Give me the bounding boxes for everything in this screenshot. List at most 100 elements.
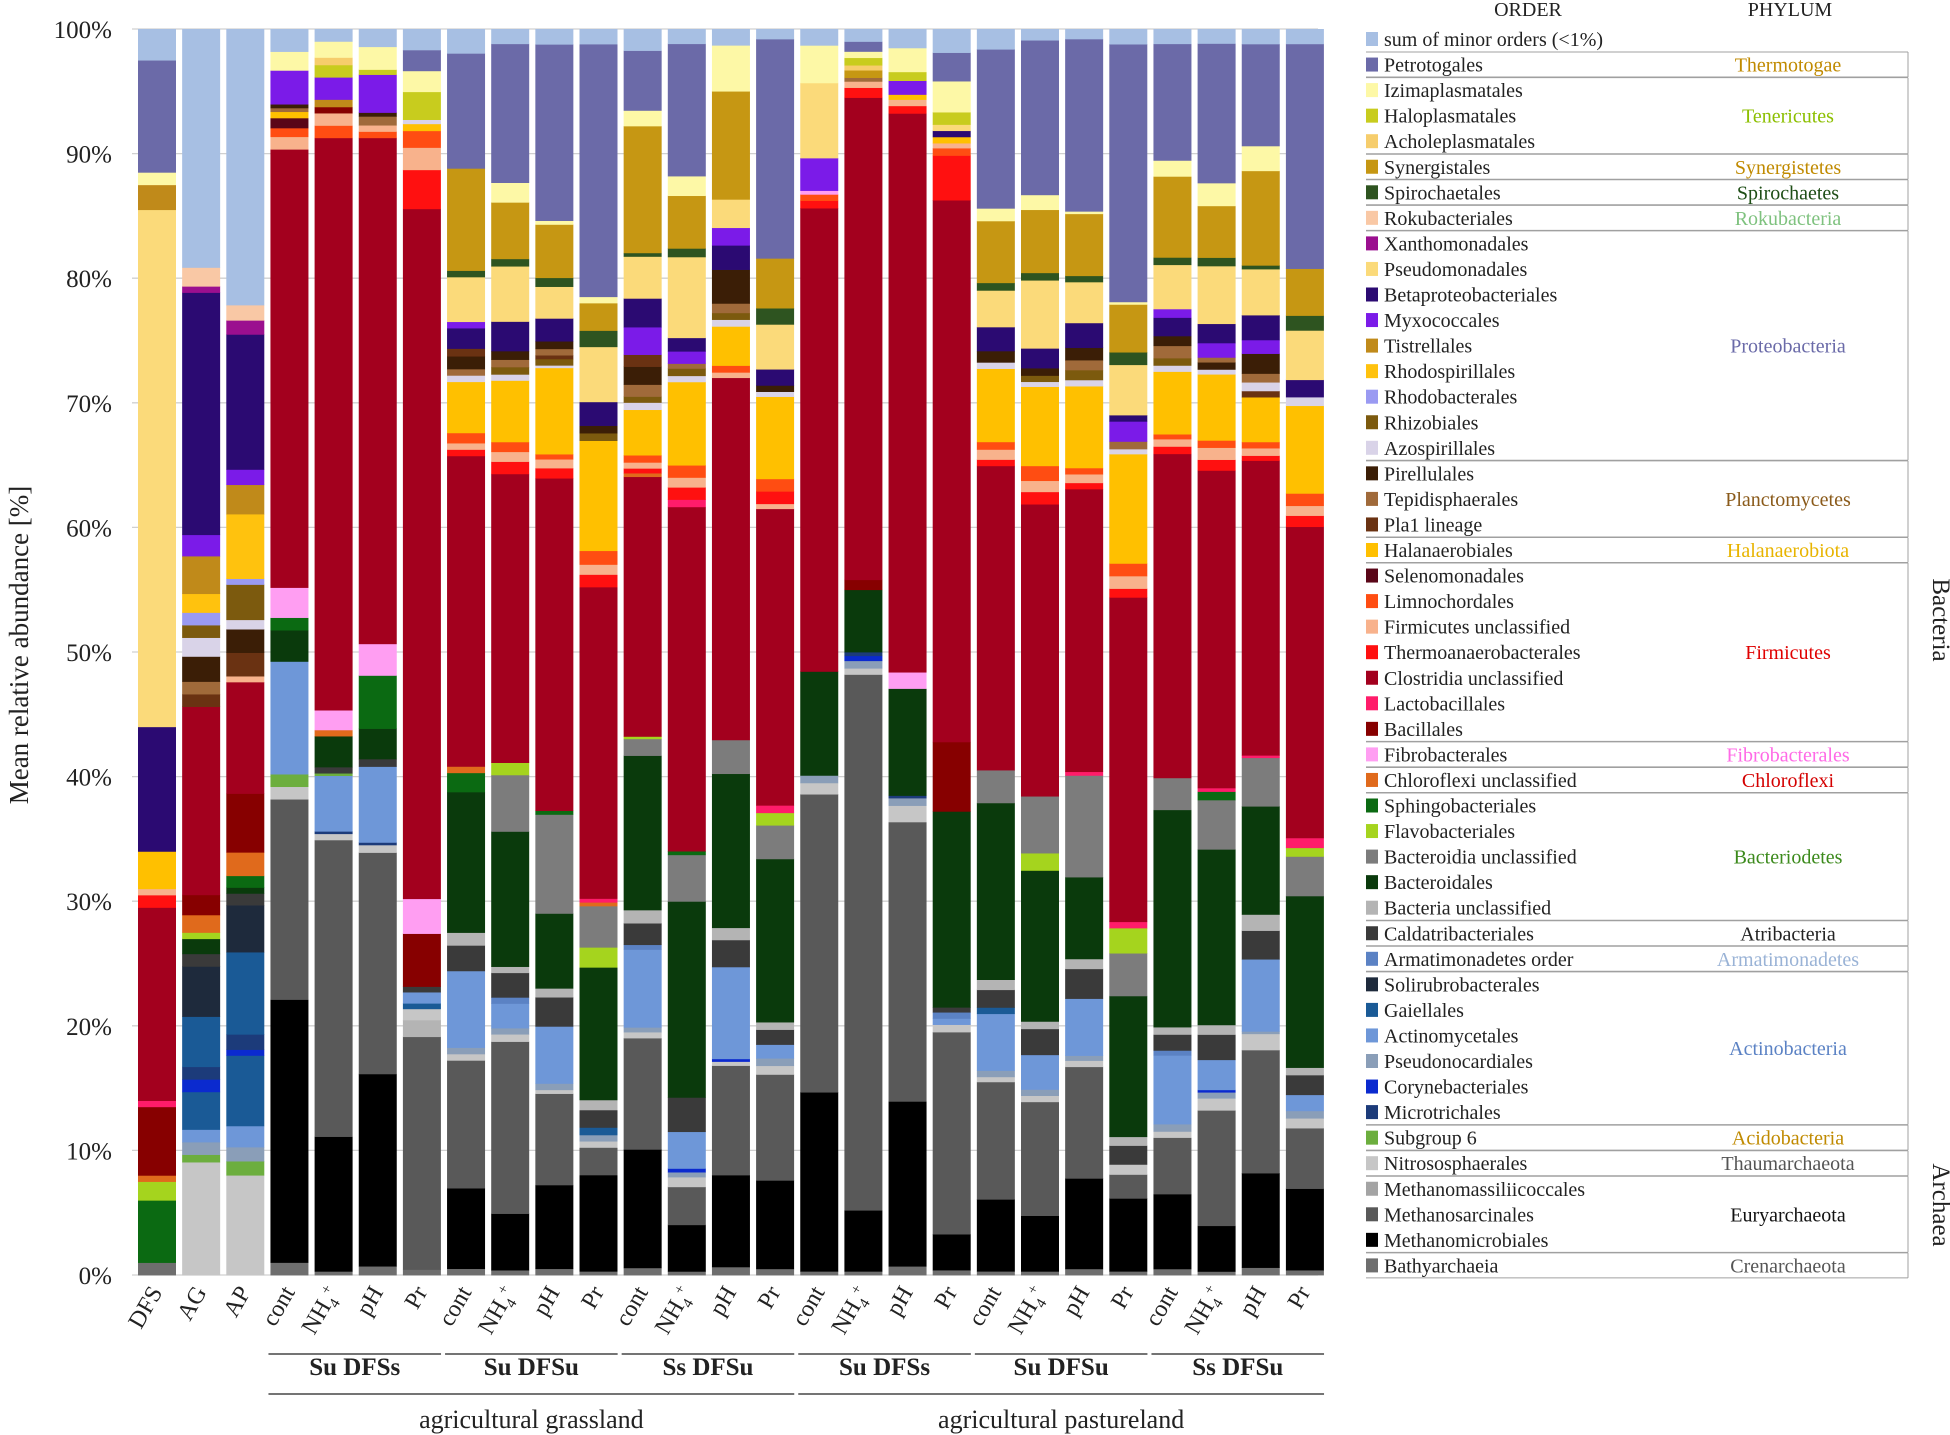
legend-label: Xanthomonadales xyxy=(1384,233,1529,255)
bar-segment-sum-of-minor-orders-1- xyxy=(579,29,618,45)
bar-segment-bacteria-unclassified xyxy=(1285,1067,1324,1076)
bar-segment-izimaplasmatales xyxy=(932,81,971,113)
bar-segment-synergistales xyxy=(1065,213,1104,277)
bar-segment-limnochordales xyxy=(1065,467,1104,475)
bar-segment-pla1-lineage xyxy=(1241,390,1280,398)
bar-segment-petrotogales xyxy=(1021,40,1059,196)
bar-segment-azospirillales xyxy=(623,402,662,411)
bar-segment-bacteroidia-unclassified xyxy=(579,905,618,948)
y-tick-label: 30% xyxy=(66,889,112,916)
bar-segment-pirellulales xyxy=(270,104,309,109)
bar-segment-betaproteobacteriales xyxy=(1241,315,1280,341)
bar-segment-betaproteobacteriales xyxy=(1021,348,1059,369)
legend-swatch xyxy=(1366,313,1378,328)
bar-segment-sum-of-minor-orders-1- xyxy=(623,29,662,51)
bar-segment-methanomicrobiales xyxy=(932,1234,971,1271)
phylum-label: Synergistetes xyxy=(1735,157,1842,179)
bar-segment-sum-of-minor-orders-1- xyxy=(270,29,309,52)
bar-segment-fibrobacterales xyxy=(888,672,927,689)
bar-segment-pirellulales xyxy=(358,112,397,117)
bar-segment-bacteroidia-unclassified xyxy=(535,814,574,914)
bar-segment-thermoanaerobacterales xyxy=(491,461,530,475)
bar-segment-bathyarchaeia xyxy=(138,1262,176,1276)
bar-segment-spirochaetales xyxy=(976,282,1015,291)
bar-segment-pseudomonadales xyxy=(711,199,750,229)
legend-header-phylum: PHYLUM xyxy=(1748,0,1833,21)
bar-segment-nitrososphaerales xyxy=(270,786,309,800)
bar-segment-firmicutes-unclassified xyxy=(1065,474,1104,484)
y-tick-label: 70% xyxy=(66,391,112,418)
bar-segment-synergistales xyxy=(667,195,706,249)
bar-segment-clostridia-unclassified xyxy=(1109,597,1148,923)
legend-item: Bathyarchaeia xyxy=(1366,1255,1498,1277)
bar-segment-halanaerobiales xyxy=(711,326,750,366)
bar-segment-tepidisphaerales xyxy=(535,348,574,356)
bar-segment-petrotogales xyxy=(447,53,486,169)
bar-segment-halanaerobiales xyxy=(1285,405,1324,494)
bar-NH4+ xyxy=(667,29,706,1276)
bar-segment-izimaplasmatales xyxy=(1241,145,1280,172)
bar-segment-betaproteobacteriales xyxy=(932,130,971,138)
bar-segment-rhizobiales xyxy=(226,584,265,621)
bar-segment-halanaerobiales xyxy=(1065,386,1104,469)
bar-segment-clostridia-unclassified xyxy=(314,137,353,711)
bar-segment-nitrososphaerales xyxy=(1153,1131,1192,1138)
legend-label: Tistrellales xyxy=(1384,336,1472,358)
legend-swatch xyxy=(1366,543,1378,557)
legend-swatch xyxy=(1366,287,1378,302)
bar-segment-limnochordales xyxy=(402,130,441,148)
bar-segment-limnochordales xyxy=(535,454,574,460)
legend-swatch xyxy=(1366,1258,1378,1273)
bar-segment-pseudomonadales xyxy=(932,124,971,132)
bar-segment-azospirillales xyxy=(1021,381,1059,387)
bar-segment-bathyarchaeia xyxy=(1153,1268,1192,1276)
bar-segment-methanomicrobiales xyxy=(1065,1178,1104,1270)
bar-segment-bacteroidales xyxy=(1065,877,1104,960)
bar-segment-halanaerobiales xyxy=(1197,374,1236,441)
x-tick-label: AG xyxy=(172,1282,212,1325)
legend-label: Bacteria unclassified xyxy=(1384,898,1551,920)
bar-segment-halanaerobiales xyxy=(138,851,176,890)
bar-segment-bacteroidales xyxy=(976,802,1015,980)
bar-segment-pseudomonadales xyxy=(1021,280,1059,349)
bar-segment-methanosarcinales xyxy=(1153,1137,1192,1195)
group-label: Su DFSs xyxy=(839,1354,930,1381)
bar-segment-bathyarchaeia xyxy=(1241,1267,1280,1276)
bar-segment-methanosarcinales xyxy=(402,1036,441,1270)
bar-segment-caldatribacteriales xyxy=(976,989,1015,1008)
bar-segment-thermoanaerobacterales xyxy=(976,459,1015,467)
bar-pH xyxy=(888,29,927,1276)
bar-segment-methanomicrobiales xyxy=(1241,1173,1280,1268)
x-tick-label: pH xyxy=(1235,1282,1272,1320)
bar-segment-flavobacteriales xyxy=(491,762,530,776)
x-tick-label: cont xyxy=(611,1282,654,1331)
bar-segment-bacteroidales xyxy=(623,755,662,911)
legend-item: Bacteroidales xyxy=(1366,872,1493,894)
legend-item: Pseudonocardiales xyxy=(1366,1051,1533,1073)
bar-segment-chloroflexi-unclassified xyxy=(579,902,618,907)
bar-segment-methanosarcinales xyxy=(976,1081,1015,1200)
bar-segment-firmicutes-unclassified xyxy=(1285,505,1324,516)
bar-segment-actinomycetales xyxy=(756,1044,795,1059)
bar-segment-caldatribacteriales xyxy=(1197,1034,1236,1061)
bar-segment-pirellulales xyxy=(447,356,486,370)
bar-segment-pirellulales xyxy=(711,269,750,304)
bar-segment-izimaplasmatales xyxy=(888,47,927,73)
bar-segment-caldatribacteriales xyxy=(535,997,574,1027)
bar-segment-pseudomonadales xyxy=(447,276,486,323)
legend-label: Bathyarchaeia xyxy=(1384,1255,1498,1277)
bar-segment-sum-of-minor-orders-1- xyxy=(1285,29,1324,45)
x-tick-label: NH4+ xyxy=(1180,1282,1231,1341)
legend-label: Bacteroidia unclassified xyxy=(1384,847,1577,869)
bar-segment-flavobacteriales xyxy=(138,1181,176,1201)
legend-swatch xyxy=(1366,134,1378,149)
bar-segment-tistrellales xyxy=(314,99,353,108)
bar-segment-chloroflexi-unclassified xyxy=(226,852,265,877)
bar-pH xyxy=(1241,29,1280,1276)
bar-segment-izimaplasmatales xyxy=(623,110,662,127)
bar-segment-bathyarchaeia xyxy=(535,1268,574,1276)
bar-segment-azospirillales xyxy=(447,375,486,383)
bar-segment-sphingobacteriales xyxy=(535,810,574,815)
legend-item: Flavobacteriales xyxy=(1366,821,1515,843)
